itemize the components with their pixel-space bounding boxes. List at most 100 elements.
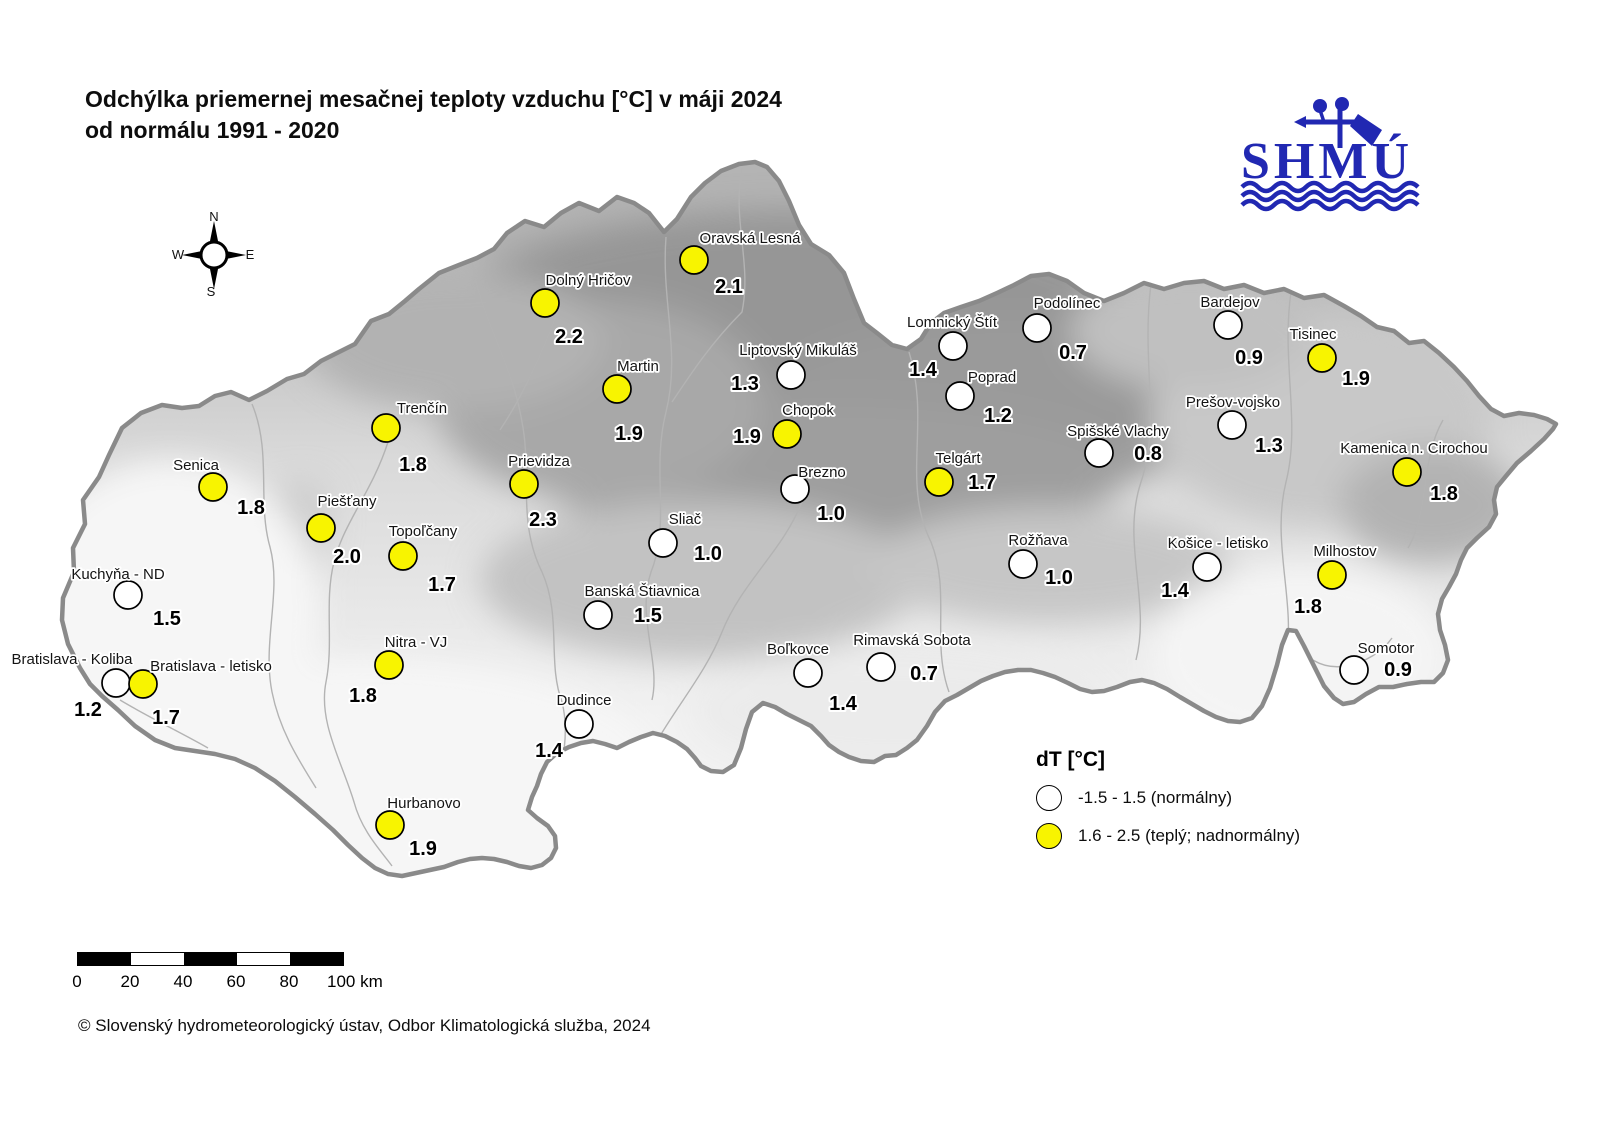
station-marker (509, 469, 539, 499)
compass-n: N (209, 209, 218, 224)
station-label: Tisinec (1290, 326, 1337, 343)
scale-tick-label: 40 (173, 972, 193, 991)
station-marker (866, 652, 896, 682)
scale-bar: 0 20 40 60 80 100 km (72, 952, 383, 994)
station-marker (128, 669, 158, 699)
station-value: 1.8 (399, 454, 427, 476)
station-marker (1317, 560, 1347, 590)
station-marker (776, 360, 806, 390)
station-marker (113, 580, 143, 610)
station-label: Bratislava - Koliba (12, 651, 134, 668)
normal-circle-icon (1036, 785, 1062, 811)
station-value: 1.2 (984, 405, 1012, 427)
station-value: 1.9 (409, 838, 437, 860)
station-marker (1022, 313, 1052, 343)
station-label: Bardejov (1200, 294, 1260, 311)
scale-segment (131, 953, 184, 965)
station-value: 1.7 (152, 707, 180, 729)
scale-segment (184, 953, 237, 965)
legend-label-warm: 1.6 - 2.5 (teplý; nadnormálny) (1078, 826, 1301, 845)
station-marker (679, 245, 709, 275)
station-marker (1192, 552, 1222, 582)
station-value: 1.7 (428, 574, 456, 596)
country-border (59, 159, 1559, 879)
station-label: Somotor (1358, 640, 1415, 657)
station-marker (371, 413, 401, 443)
station-label: Dudince (556, 692, 611, 709)
station-value: 1.0 (1045, 567, 1073, 589)
station-value: 1.8 (1430, 483, 1458, 505)
station-value: 0.8 (1134, 443, 1162, 465)
station-label: Prievidza (508, 453, 570, 470)
station-value: 1.8 (237, 497, 265, 519)
station-value: 1.0 (817, 503, 845, 525)
station-value: 1.3 (731, 373, 759, 395)
station-value: 2.2 (555, 326, 583, 348)
station-value: 1.0 (694, 543, 722, 565)
legend: dT [°C] -1.5 - 1.5 (normálny) 1.6 - 2.5 … (1012, 748, 1432, 850)
station-label: Telgárt (935, 450, 981, 467)
station-label: Kamenica n. Cirochou (1340, 440, 1488, 457)
station-value: 1.4 (829, 693, 858, 715)
weather-vane-icon (1294, 97, 1382, 148)
station-marker (198, 472, 228, 502)
scale-tick-label: 20 (120, 972, 140, 991)
scale-tick-label: 80 (279, 972, 299, 991)
station-marker (780, 474, 810, 504)
station-value: 2.3 (529, 509, 557, 531)
station-marker (1008, 549, 1038, 579)
station-label: Brezno (798, 464, 846, 481)
station-value: 0.9 (1235, 347, 1263, 369)
legend-title: dT [°C] (1036, 748, 1106, 771)
station-marker (648, 528, 678, 558)
station-value: 1.8 (1294, 596, 1322, 618)
compass-s: S (207, 284, 216, 299)
scale-segment (237, 953, 290, 965)
legend-item-normal: -1.5 - 1.5 (normálny) (1036, 784, 1432, 812)
station-marker (1307, 343, 1337, 373)
station-label: Senica (173, 457, 220, 474)
scale-end-label: 100 km (327, 972, 383, 991)
shmu-logo: SHMÚ (1240, 97, 1420, 212)
station-value: 0.7 (1059, 342, 1087, 364)
station-marker (793, 658, 823, 688)
station-value: 1.5 (634, 605, 662, 627)
stations-layer: Oravská Lesná 2.1 Dolný Hričov 2.2 Martin 1.9… (10, 228, 1490, 862)
compass-w: W (172, 247, 185, 262)
station-value: 0.9 (1384, 659, 1412, 681)
station-label: Bratislava - letisko (150, 658, 272, 675)
station-label: Trenčín (397, 400, 447, 417)
station-marker (388, 541, 418, 571)
station-value: 1.8 (349, 685, 377, 707)
station-marker (1213, 310, 1243, 340)
station-value: 1.7 (968, 472, 996, 494)
station-marker (306, 513, 336, 543)
station-label: Martin (617, 358, 659, 375)
station-marker (938, 331, 968, 361)
station-label: Boľkovce (767, 641, 829, 658)
station-label: Liptovský Mikuláš (739, 342, 857, 359)
station-value: 1.9 (615, 423, 643, 445)
compass-rose: N S W E (172, 209, 255, 299)
scale-bar-labels: 0 20 40 60 80 100 km (72, 972, 382, 994)
scale-segment (290, 953, 343, 965)
station-label: Spišské Vlachy (1067, 423, 1169, 440)
station-label: Dolný Hričov (545, 272, 631, 289)
station-label: Košice - letisko (1168, 535, 1269, 552)
station-label: Sliač (669, 511, 702, 528)
station-label: Piešťany (318, 493, 377, 510)
station-marker (564, 709, 594, 739)
station-marker (772, 419, 802, 449)
station-value: 1.4 (1161, 580, 1190, 602)
station-label: Topoľčany (389, 523, 458, 540)
legend-item-warm: 1.6 - 2.5 (teplý; nadnormálny) (1036, 822, 1432, 850)
station-value: 1.2 (74, 699, 102, 721)
station-label: Rožňava (1008, 532, 1068, 549)
station-marker (101, 668, 131, 698)
station-marker (924, 467, 954, 497)
scale-tick-label: 60 (226, 972, 246, 991)
scale-bar-segments (77, 952, 344, 966)
station-value: 2.0 (333, 546, 361, 568)
